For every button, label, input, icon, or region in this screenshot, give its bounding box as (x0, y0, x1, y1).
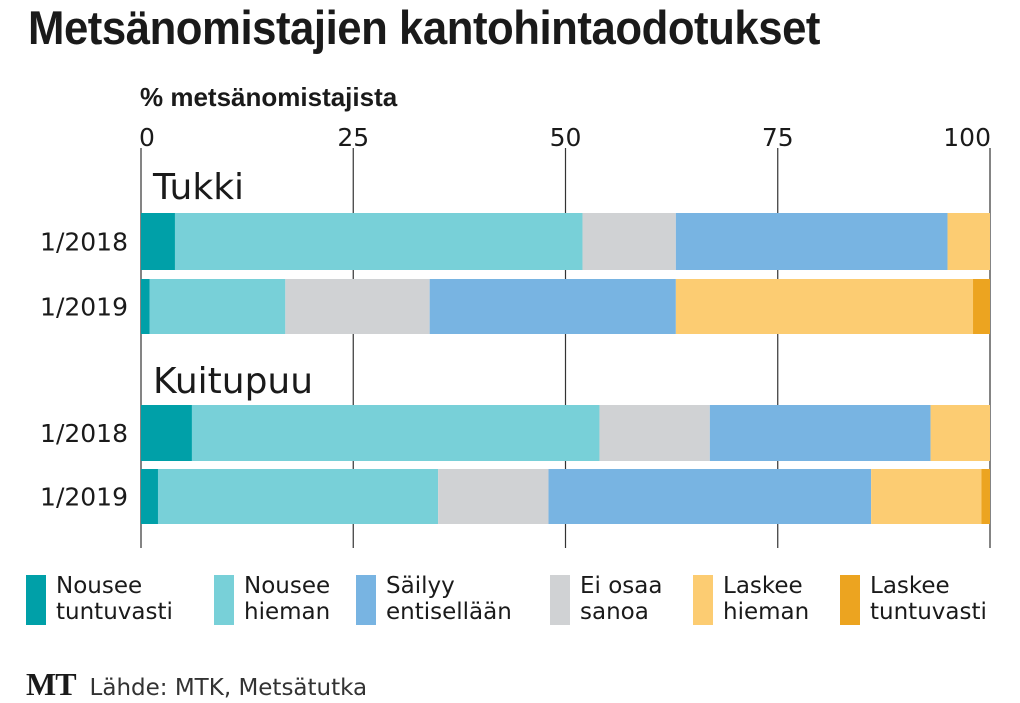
bar-segment-laskee_tuntuvasti (973, 279, 990, 334)
source-note: Lähde: MTK, Metsätutka (89, 675, 368, 701)
legend-label: Ei osaa sanoa (580, 573, 663, 625)
bar-segment-laskee_hieman (930, 405, 990, 461)
row-label: 1/2019 (40, 293, 128, 322)
bar-segment-sailyy (548, 469, 872, 524)
bar-segment-sailyy (429, 279, 676, 334)
group-label: Tukki (152, 167, 244, 208)
x-axis-label: % metsänomistajista (140, 82, 398, 112)
x-tick-label: 100 (943, 123, 991, 152)
bar-segment-sailyy (709, 405, 931, 461)
row-labels: Tukki 1/2018 1/2019 Kuitupuu 1/2018 1/2019 (40, 167, 313, 512)
bar-segment-ei_osaa (438, 469, 549, 524)
row-label: 1/2018 (40, 228, 128, 257)
bar-segment-ei_osaa (599, 405, 710, 461)
x-tick-labels: 0 25 50 75 100 (139, 123, 991, 152)
bar-segment-nousee_hieman (191, 405, 600, 461)
legend-item-laskee_tuntuvasti: Laskee tuntuvasti (840, 573, 987, 625)
legend-swatch (693, 575, 713, 625)
bar-segment-nousee_tuntuvasti (141, 213, 175, 270)
row-label: 1/2019 (40, 483, 128, 512)
legend-swatch (26, 575, 46, 625)
bar-segment-laskee_hieman (871, 469, 982, 524)
bar-segment-nousee_tuntuvasti (141, 469, 158, 524)
bar-segment-nousee_tuntuvasti (141, 279, 150, 334)
chart-title: Metsänomistajien kantohintaodotukset (28, 1, 821, 54)
legend-item-laskee_hieman: Laskee hieman (693, 573, 809, 625)
legend-swatch (840, 575, 860, 625)
group-label: Kuitupuu (153, 361, 313, 402)
bar-segment-nousee_hieman (157, 469, 439, 524)
legend-item-nousee_tuntuvasti: Nousee tuntuvasti (26, 573, 173, 625)
legend-swatch (214, 575, 234, 625)
legend-swatch (550, 575, 570, 625)
legend-item-sailyy: Säilyy entisellään (356, 573, 512, 625)
legend-label: Laskee hieman (723, 573, 810, 625)
bar-segment-nousee_hieman (149, 279, 286, 334)
x-tick-label: 25 (337, 123, 369, 152)
bar-segment-laskee_hieman (675, 279, 974, 334)
row-label: 1/2018 (40, 419, 128, 448)
legend-item-ei_osaa: Ei osaa sanoa (550, 573, 662, 625)
bar-segment-ei_osaa (285, 279, 430, 334)
x-tick-label: 50 (550, 123, 582, 152)
legend: Nousee tuntuvasti Nousee hieman Säilyy ent… (26, 573, 1006, 633)
legend-swatch (356, 575, 376, 625)
bar-segment-laskee_tuntuvasti (981, 469, 990, 524)
legend-item-nousee_hieman: Nousee hieman (214, 573, 330, 625)
bars (141, 213, 990, 524)
bar-segment-laskee_hieman (947, 213, 990, 270)
bar-segment-nousee_tuntuvasti (141, 405, 192, 461)
x-tick-label: 75 (762, 123, 794, 152)
mt-logo: MT (26, 666, 77, 702)
legend-label: Laskee tuntuvasti (870, 573, 987, 625)
bar-segment-nousee_hieman (174, 213, 583, 270)
bar-segment-ei_osaa (582, 213, 676, 270)
x-tick-label: 0 (139, 123, 155, 152)
legend-label: Nousee tuntuvasti (56, 573, 173, 625)
legend-label: Säilyy entisellään (386, 573, 512, 625)
bar-segment-sailyy (675, 213, 948, 270)
legend-label: Nousee hieman (244, 573, 331, 625)
footer: MT Lähde: MTK, Metsätutka (26, 666, 367, 703)
